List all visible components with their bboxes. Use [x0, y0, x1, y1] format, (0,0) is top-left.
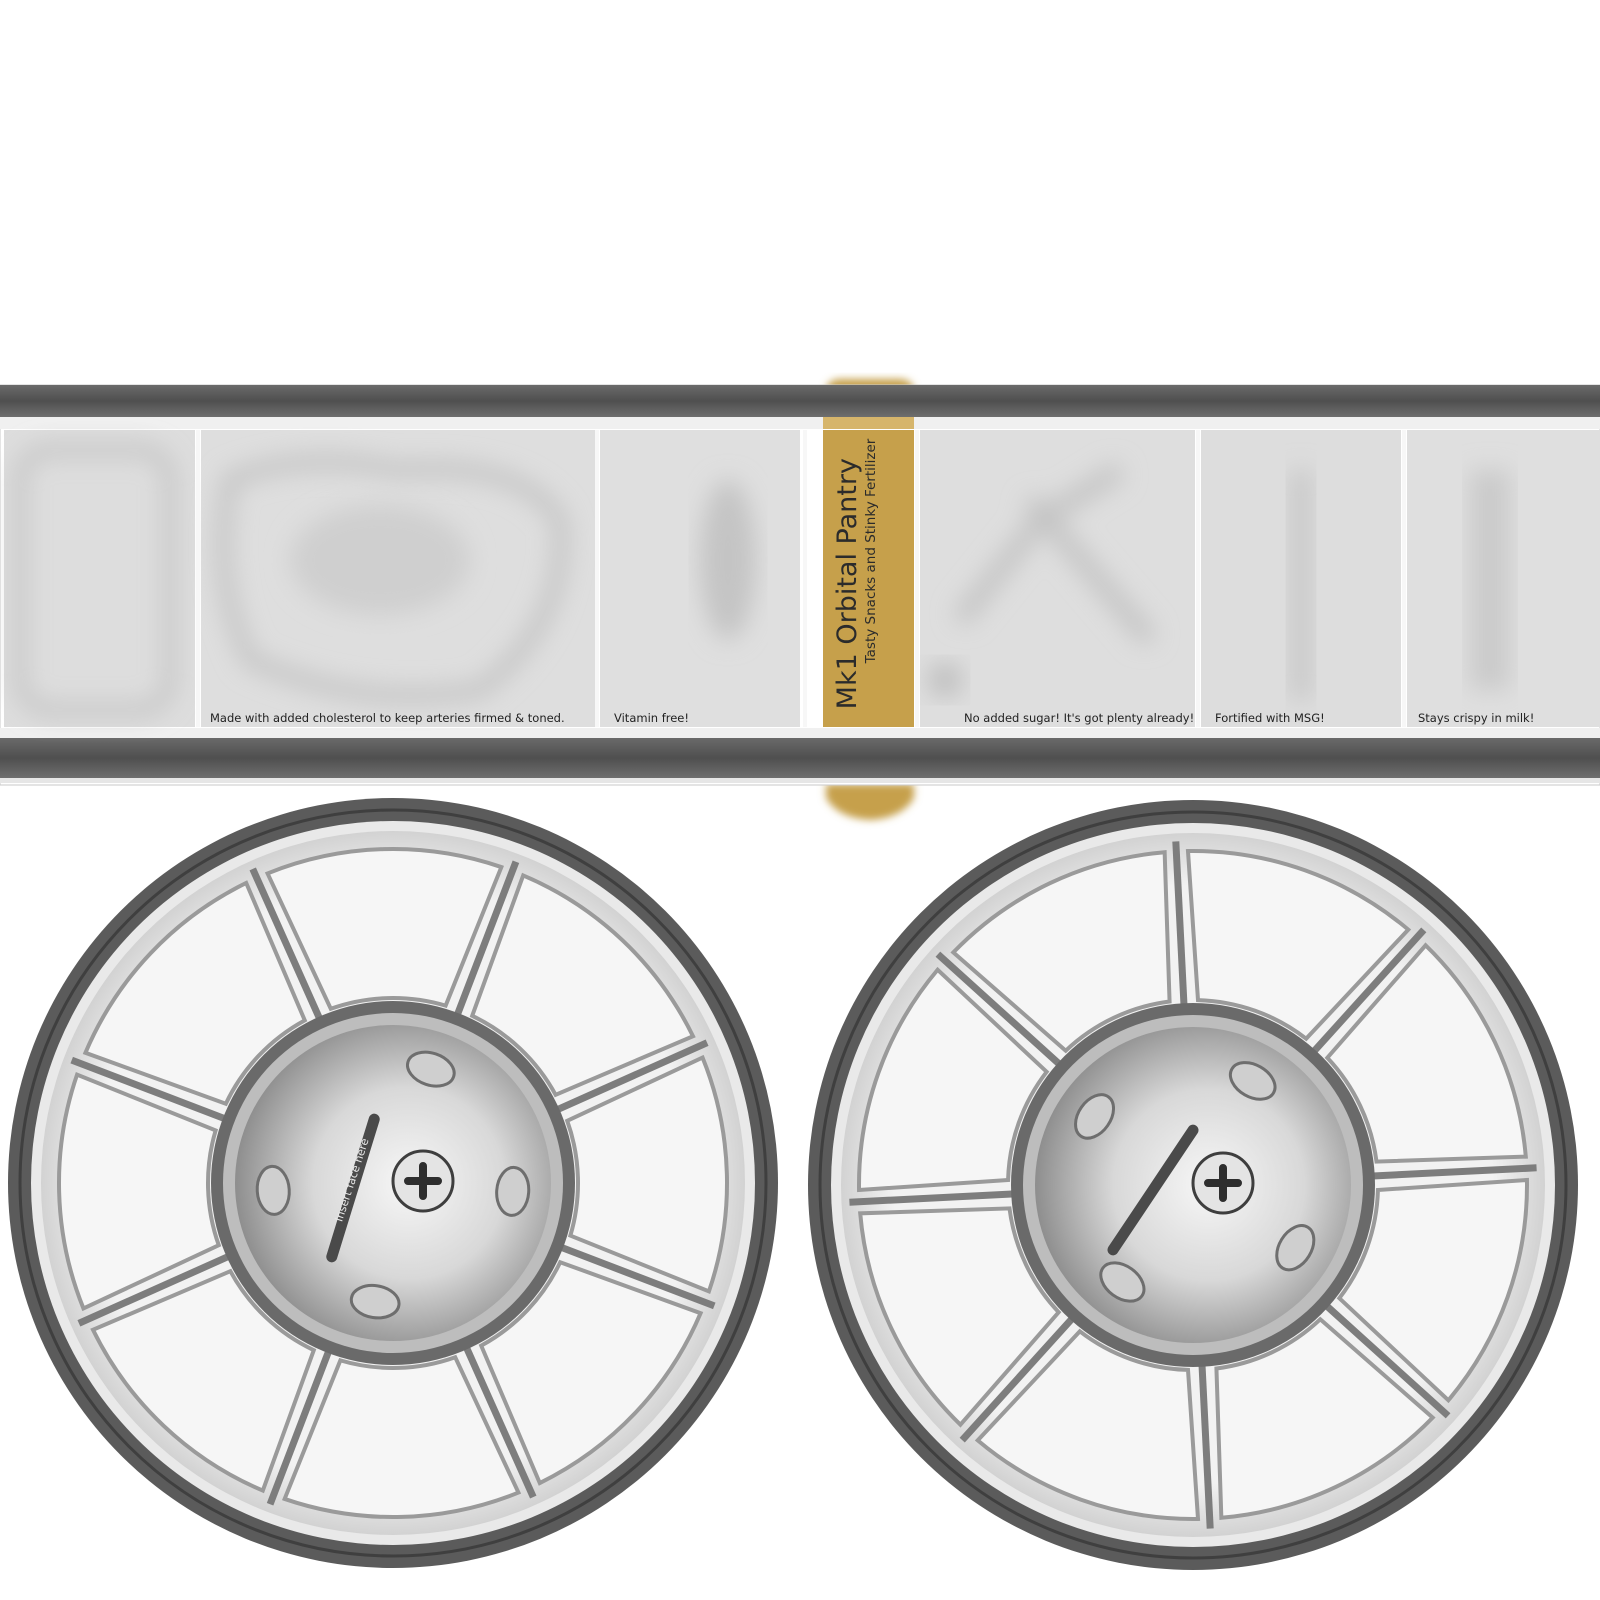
cap-segment	[1324, 942, 1528, 1164]
cap-spoke	[1367, 1164, 1537, 1180]
cap-spoke	[461, 1341, 537, 1499]
cap-outer-groove	[818, 810, 1568, 1560]
cap-spoke	[266, 1345, 334, 1506]
cap-segment	[1214, 1316, 1436, 1520]
cap-segment	[82, 880, 308, 1107]
cap-spoke	[77, 1251, 235, 1327]
hub-bump	[495, 1165, 531, 1217]
panel-6	[1407, 430, 1600, 727]
bottom-rail-lip	[0, 728, 1600, 738]
cap-spoke	[555, 1242, 716, 1310]
label-panel	[823, 430, 914, 727]
cap-spoke	[452, 860, 520, 1021]
end-cap-left	[8, 798, 778, 1568]
cap-segment	[264, 847, 504, 1012]
end-cap-right	[808, 800, 1578, 1570]
band	[0, 384, 1600, 786]
cap-spoke	[935, 951, 1066, 1071]
bottom-rail	[0, 738, 1600, 778]
cap-segment	[57, 1071, 222, 1312]
hub-slot	[326, 1113, 380, 1263]
panel-4	[920, 430, 1195, 727]
panel-3	[600, 430, 800, 727]
panel-1	[4, 430, 195, 727]
panel-5	[1201, 430, 1401, 727]
cap-spoke	[1307, 927, 1427, 1058]
cap-segment	[478, 1259, 704, 1486]
cap-spoke	[1320, 1299, 1451, 1419]
cap-segment	[282, 1354, 522, 1519]
cap-spoke	[70, 1056, 231, 1124]
screw-cross	[404, 1162, 442, 1200]
caption-vitamin: Vitamin free!	[614, 711, 689, 725]
caption-msg: Fortified with MSG!	[1215, 711, 1325, 725]
cap-segment	[974, 1328, 1201, 1521]
cap-segment	[858, 1206, 1062, 1428]
hub-bump	[406, 1050, 456, 1088]
cap-segment	[1185, 849, 1412, 1042]
caption-cholesterol: Made with added cholesterol to keep arte…	[210, 711, 565, 725]
label-top-edge	[823, 417, 914, 429]
brand-label: Mk1 Orbital Pantry Tasty Snacks and Stin…	[832, 438, 879, 710]
cap-spoke	[959, 1312, 1079, 1443]
caption-crispy: Stays crispy in milk!	[1418, 711, 1535, 725]
cap-segment	[857, 966, 1050, 1193]
hub-bump	[1074, 1093, 1116, 1140]
cap-spoke	[1172, 841, 1188, 1011]
caption-sugar: No added sugar! It's got plenty already!	[964, 711, 1195, 725]
panel-dividers	[196, 430, 1406, 727]
screw-cross	[1204, 1164, 1242, 1202]
top-rail	[0, 385, 1600, 417]
hub-bump	[349, 1283, 401, 1320]
hub-slot	[1107, 1124, 1199, 1256]
brand-title: Mk1 Orbital Pantry	[832, 458, 863, 710]
cap-outer-groove	[18, 808, 768, 1558]
brand-subtitle: Tasty Snacks and Stinky Fertilizer	[863, 438, 879, 664]
cap-spoke	[849, 1190, 1019, 1206]
cap-segment	[90, 1268, 317, 1494]
cap-spoke	[1198, 1359, 1214, 1529]
cap-spoke	[249, 867, 325, 1025]
hub-bump	[1275, 1224, 1316, 1272]
hub-bump	[255, 1164, 291, 1216]
cap-spoke	[551, 1039, 709, 1115]
cap-segment	[564, 1054, 729, 1295]
hub-bump	[1228, 1061, 1277, 1101]
panel-2	[201, 430, 595, 727]
band-bottom-edge	[0, 778, 1600, 783]
top-rail-lip	[0, 417, 1600, 429]
cap-segment	[1336, 1177, 1529, 1404]
cap-segment	[469, 872, 696, 1098]
cap-segment	[950, 850, 1172, 1054]
label-tab-bottom	[826, 784, 914, 820]
hub-bump	[1099, 1261, 1146, 1303]
